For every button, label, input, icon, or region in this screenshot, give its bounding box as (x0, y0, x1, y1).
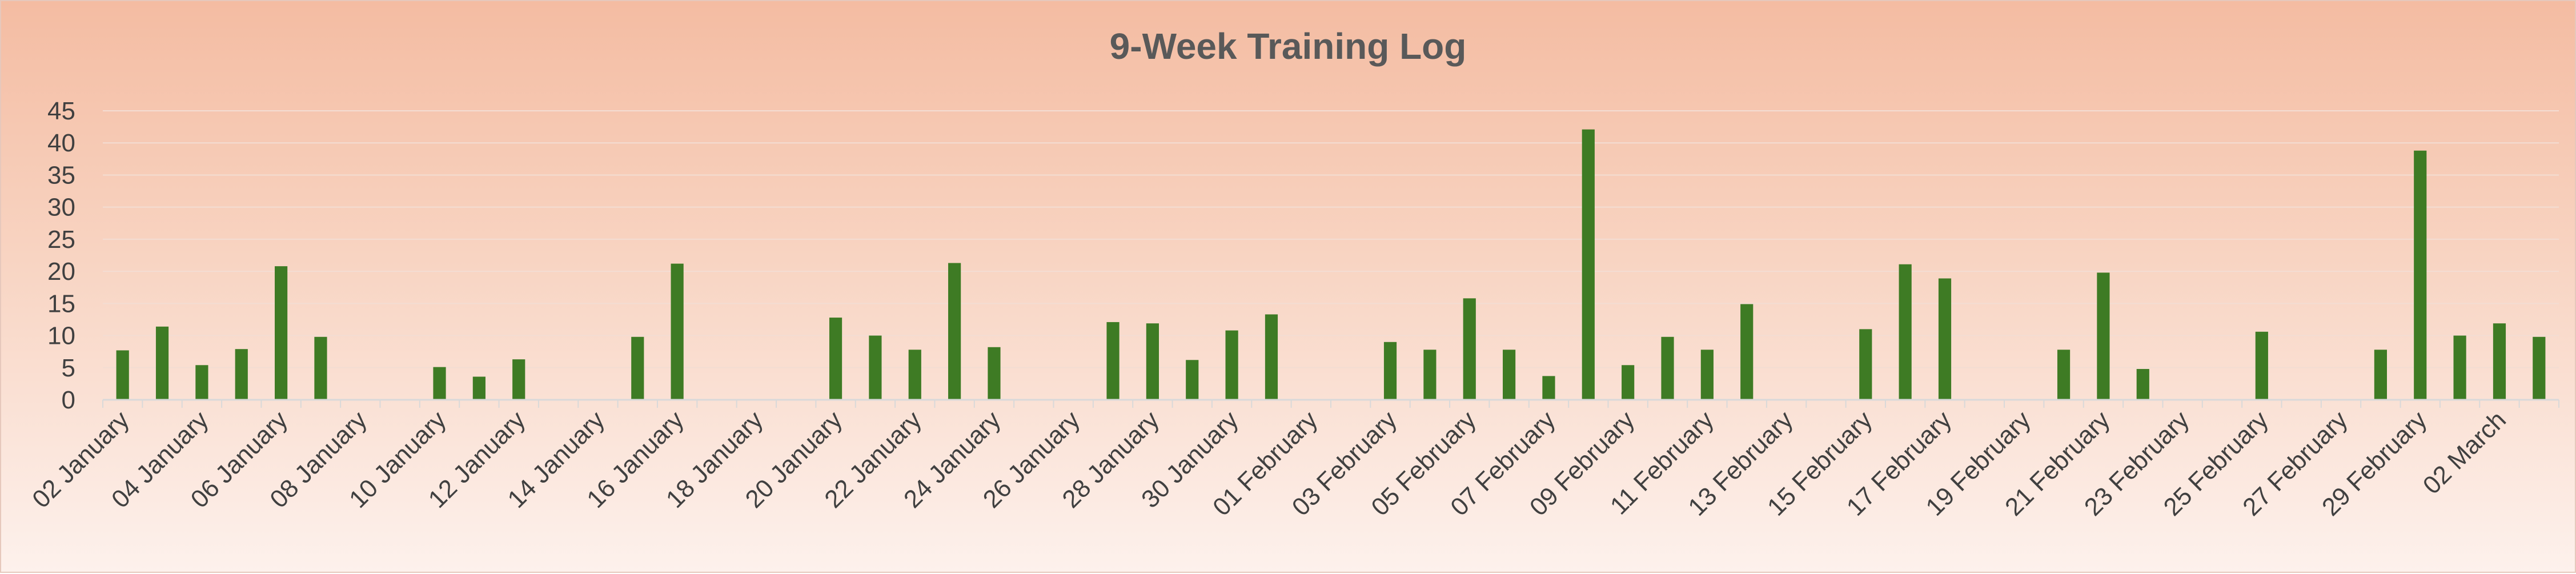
bar (472, 376, 485, 400)
bar (2453, 335, 2466, 400)
bar (1622, 365, 1635, 400)
bar (195, 365, 208, 400)
bar (2097, 272, 2110, 400)
bar (1859, 329, 1872, 400)
bar (1265, 314, 1278, 400)
bar (2136, 369, 2149, 400)
bar (2374, 350, 2387, 400)
bar (433, 367, 446, 400)
x-axis (102, 399, 2559, 408)
bar (1225, 330, 1238, 400)
bar (1383, 342, 1397, 400)
y-tick-label: 25 (47, 226, 75, 254)
y-tick-label: 20 (47, 258, 75, 286)
bar (2493, 323, 2506, 400)
x-tick-label: 02 March (2418, 406, 2511, 499)
bar (2533, 336, 2546, 400)
bar (1186, 360, 1199, 400)
y-tick-label: 45 (47, 97, 75, 125)
bar (1106, 322, 1120, 400)
y-tick-label: 30 (47, 194, 75, 222)
chart-title: 9-Week Training Log (1109, 26, 1467, 67)
bar (2414, 150, 2427, 400)
bar (1582, 129, 1595, 400)
bar (1146, 323, 1159, 400)
y-tick-label: 40 (47, 129, 75, 157)
bar (1661, 336, 1674, 400)
bar (829, 318, 842, 400)
bar (2057, 350, 2071, 400)
bar (631, 336, 644, 400)
bar (1938, 278, 1952, 400)
bar (1463, 298, 1476, 400)
bar (1899, 264, 1912, 400)
bar (1740, 304, 1754, 400)
bar (869, 335, 882, 400)
bar (908, 350, 921, 400)
bar (948, 263, 961, 400)
y-tick-label: 15 (47, 290, 75, 318)
bar (1542, 376, 1555, 400)
y-tick-label: 35 (47, 161, 75, 189)
bar (1503, 350, 1516, 400)
bar (116, 350, 129, 400)
bar (1700, 350, 1714, 400)
y-tick-label: 0 (62, 386, 75, 414)
bar (671, 263, 684, 400)
bar (2255, 331, 2268, 400)
bar (512, 359, 525, 400)
y-axis-ticks: 0 5 10 15 20 25 30 35 40 45 (47, 97, 75, 414)
bar (988, 347, 1001, 400)
y-tick-label: 10 (47, 322, 75, 350)
y-tick-label: 5 (62, 354, 75, 382)
gridlines (103, 110, 2559, 368)
bar (155, 326, 169, 400)
bar (314, 336, 327, 400)
bar (235, 349, 248, 400)
bar (275, 266, 288, 400)
bar (1423, 350, 1437, 400)
bars (116, 129, 2546, 400)
